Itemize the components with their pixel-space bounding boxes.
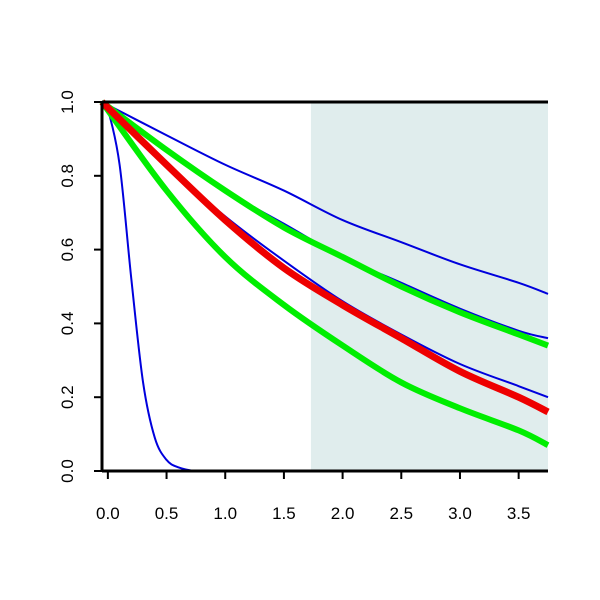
x-tick-label: 0.5	[155, 504, 179, 523]
x-tick-label: 1.5	[272, 504, 296, 523]
y-tick-label: 0.8	[58, 164, 77, 188]
x-tick-label: 2.0	[331, 504, 355, 523]
shaded-region	[310, 102, 548, 471]
y-tick-label: 0.0	[58, 459, 77, 483]
x-tick-label: 1.0	[213, 504, 237, 523]
x-tick-label: 3.5	[507, 504, 531, 523]
x-tick-label: 0.0	[96, 504, 120, 523]
series-layer	[99, 99, 550, 473]
axes	[100, 100, 548, 473]
series-line-5	[100, 99, 550, 349]
x-axis-ticks: 0.0 0.5 1.0 1.5 2.0 2.5 3.0 3.5	[96, 471, 530, 523]
series-line-2	[101, 101, 549, 295]
x-tick-label: 3.0	[448, 504, 472, 523]
series-line-6	[99, 100, 550, 448]
y-axis-ticks: 0.0 0.2 0.4 0.6 0.8 1.0	[58, 90, 102, 483]
y-tick-label: 0.4	[58, 312, 77, 336]
x-tick-label: 2.5	[389, 504, 413, 523]
y-tick-label: 1.0	[58, 90, 77, 114]
y-tick-label: 0.2	[58, 385, 77, 409]
series-line-7	[99, 99, 550, 416]
y-tick-label: 0.6	[58, 238, 77, 262]
